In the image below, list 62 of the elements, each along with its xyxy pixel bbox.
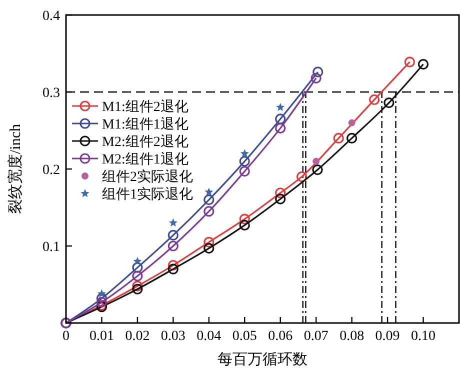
- x-tick-label: 0: [62, 329, 70, 344]
- x-tick-label: 0.08: [340, 329, 364, 344]
- point: [132, 270, 143, 282]
- point: [239, 220, 250, 231]
- point: [97, 289, 106, 298]
- y-tick-label: 0.2: [42, 163, 60, 178]
- x-tick-label: 0.06: [268, 329, 293, 344]
- point: [239, 166, 250, 177]
- point: [275, 122, 286, 134]
- point: [132, 284, 143, 294]
- point: [404, 56, 415, 68]
- point: [346, 132, 358, 144]
- point: [239, 214, 250, 224]
- point: [348, 119, 356, 126]
- legend-label: M1:组件2退化: [102, 99, 188, 115]
- point: [132, 262, 143, 273]
- point: [168, 240, 178, 252]
- point: [168, 260, 178, 271]
- point: [132, 280, 143, 292]
- point: [275, 188, 286, 198]
- point: [204, 243, 214, 254]
- legend-label: M1:组件1退化: [102, 116, 188, 132]
- point: [239, 156, 250, 167]
- point: [240, 149, 249, 158]
- y-axis-title: 裂纹宽度/inch: [7, 124, 24, 214]
- point: [275, 194, 286, 204]
- point: [168, 218, 178, 227]
- point: [276, 102, 285, 112]
- point: [168, 230, 178, 241]
- point: [384, 97, 394, 108]
- x-tick-label: 0.07: [304, 329, 328, 344]
- x-tick-label: 0.03: [160, 329, 186, 344]
- legend-label: M2:组件1退化: [102, 152, 188, 168]
- x-tick-label: 0.05: [232, 329, 257, 344]
- point: [312, 66, 324, 78]
- legend-label: M2:组件2退化: [102, 134, 188, 150]
- x-tick-label: 0.01: [89, 329, 114, 344]
- x-axis-title: 每百万循环数: [218, 351, 308, 368]
- point: [418, 58, 429, 70]
- point: [133, 256, 142, 266]
- legend-label: 组件1实际退化: [102, 186, 193, 202]
- point: [275, 114, 286, 124]
- point: [204, 236, 214, 248]
- x-tick-label: 0.10: [411, 329, 436, 344]
- point: [369, 94, 380, 105]
- y-tick-label: 0.4: [42, 9, 60, 24]
- point: [312, 158, 320, 165]
- point: [296, 171, 308, 182]
- y-tick-label: 0.3: [42, 86, 60, 101]
- point: [204, 206, 214, 217]
- point: [333, 132, 344, 144]
- y-tick-label: 0.1: [42, 240, 60, 255]
- legend-label: 组件2实际退化: [102, 169, 193, 185]
- point: [312, 164, 323, 176]
- point: [168, 264, 178, 274]
- x-tick-label: 0.02: [125, 329, 150, 344]
- point: [96, 296, 108, 308]
- x-tick-label: 0.09: [375, 329, 400, 344]
- point: [310, 72, 322, 84]
- point: [204, 188, 214, 196]
- point: [204, 194, 214, 206]
- x-tick-label: 0.04: [196, 329, 222, 344]
